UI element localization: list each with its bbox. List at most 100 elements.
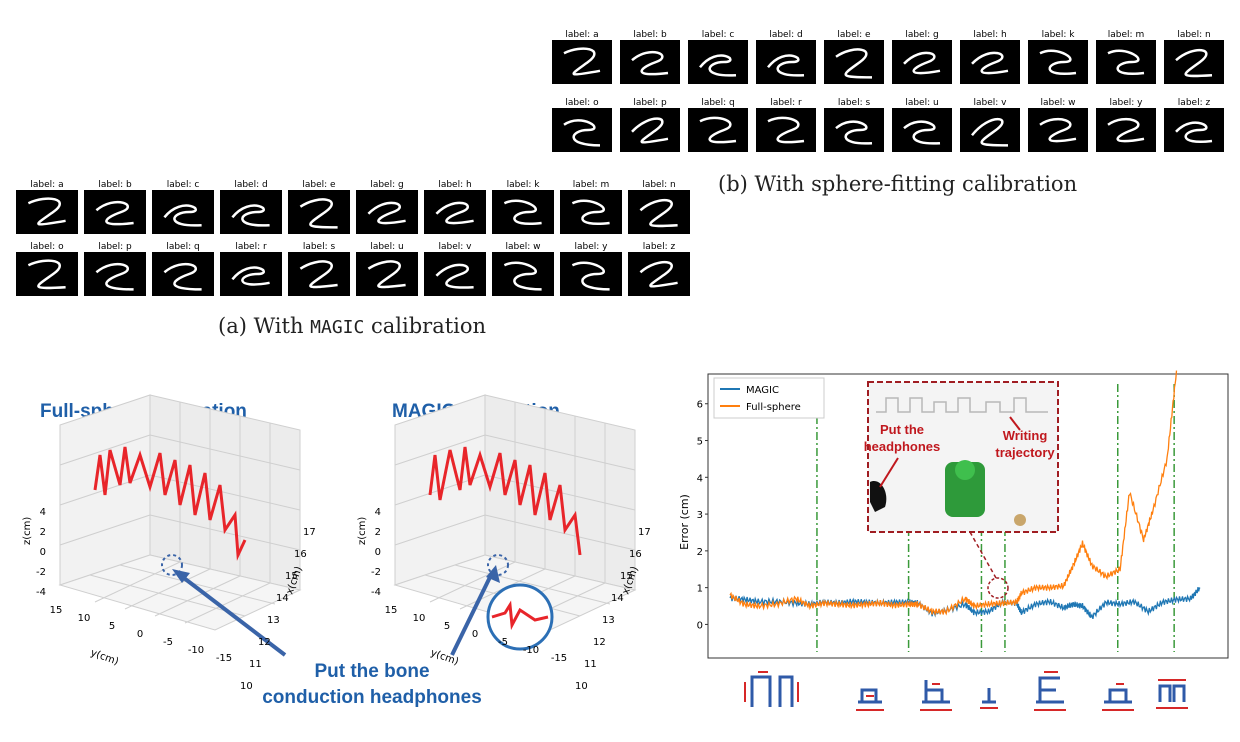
panel-a-r1-tile-image <box>628 190 690 234</box>
panel-b-r2-tile-9: label: z <box>1164 98 1224 152</box>
panel-b-r2-tile-image <box>688 108 748 152</box>
panel-a-r1-tile-label: label: k <box>506 180 540 190</box>
panel-b-r1-tile-image <box>688 40 748 84</box>
panel-b-r2-tile-2: label: q <box>688 98 748 152</box>
y-tick-label: 15 <box>385 605 398 616</box>
panel-a-grid: label: a label: b label: c label: d label: e… <box>16 180 696 310</box>
panel-b-r2-tile-stroke <box>699 116 737 144</box>
panel-b-r1-tile-8: label: m <box>1096 30 1156 84</box>
panel-a-r2-tile-image <box>152 252 214 296</box>
panel-a-r2-tile-image <box>356 252 418 296</box>
panel-a-r1-tile-9: label: n <box>628 180 690 234</box>
panel-a-r1-tile-image <box>492 190 554 234</box>
panel-b-r2-tile-image <box>892 108 952 152</box>
panel-b-r2-tile-label: label: p <box>633 98 667 108</box>
panel-a-r1-tile-image <box>220 190 282 234</box>
panel-b-r1-tile-label: label: e <box>837 30 871 40</box>
panel-b-r2-tile-stroke <box>971 117 1009 147</box>
panel-a-r2-tile-label: label: q <box>166 242 200 252</box>
panel-a-r2-tile-stroke <box>163 262 202 291</box>
panel-a-r1-tile-label: label: c <box>166 180 200 190</box>
panel-b-r1-tile-stroke <box>563 47 601 76</box>
panel-b-r2-tile-5: label: u <box>892 98 952 152</box>
panel-a-r2-tile-label: label: w <box>505 242 541 252</box>
panel-b-r2-tile-8: label: y <box>1096 98 1156 152</box>
panel-a-r1-tile-image <box>288 190 350 234</box>
panel-b-r1-tile-label: label: d <box>769 30 803 40</box>
inset-robot-top <box>955 460 975 480</box>
panel-b-r1-tile-label: label: a <box>565 30 599 40</box>
plot3d-left-marker-circle <box>161 554 183 576</box>
plot3d-left: Full-sphere Calibration z(cm) y(cm) x(cm… <box>22 394 316 692</box>
plot3d-left-trajectory <box>93 446 247 561</box>
error-chart-ytick-label: 4 <box>697 473 703 484</box>
panel-b-r1-tile-6: label: h <box>960 30 1020 84</box>
panel-b-r1-tile-stroke <box>767 54 805 77</box>
panel-a-r1-tile-label: label: d <box>234 180 268 190</box>
panel-b-r2-tile-label: label: o <box>565 98 599 108</box>
error-chart-ytick-label: 1 <box>697 584 703 595</box>
panel-b-r1-tile-image <box>552 40 612 84</box>
plot3d-left-ylabel: y(cm) <box>89 647 120 667</box>
panel-b-r2-tile-label: label: r <box>770 98 802 108</box>
error-chart: Error (cm) 0 1 2 3 4 5 6 MAGIC Full-sphere Put… <box>678 370 1229 711</box>
panel-a-r2-tile-7: label: w <box>492 242 554 296</box>
inset-arrow2 <box>1009 416 1021 431</box>
plot3d-annotation-line1: Put the bone <box>314 661 429 682</box>
x-tick-label: 15 <box>620 571 633 582</box>
error-chart-series <box>729 370 1201 620</box>
panel-b-r2-tile-label: label: z <box>1177 98 1211 108</box>
panel-b-r1-tile-image <box>824 40 884 84</box>
panel-a-r2-tile-label: label: v <box>438 242 472 252</box>
panel-a-r2-tile-3: label: r <box>220 242 282 296</box>
plot3d-left-arrowhead <box>172 569 190 583</box>
panel-a-r1-tile-stroke <box>27 197 66 226</box>
plot3d-right-yticks: 15 10 5 0 -5 -10 -15 <box>385 605 568 664</box>
panel-a-r1-tile-stroke <box>95 200 134 226</box>
panel-a-r2-tile-label: label: p <box>98 242 132 252</box>
panel-b-r1-tile-stroke <box>971 51 1009 75</box>
x-tick-label: 11 <box>249 659 262 670</box>
panel-b-caption: (b) With sphere-fitting calibration <box>718 172 1078 196</box>
panel-a-r2-tile-stroke <box>435 263 474 289</box>
panel-a-r2-tile-5: label: u <box>356 242 418 296</box>
y-tick-label: -5 <box>163 637 173 648</box>
panel-a-r2-tile-image <box>560 252 622 296</box>
panel-b-r1-tile-2: label: c <box>688 30 748 84</box>
panel-a-r1-tile-stroke <box>299 198 338 229</box>
panel-b-r2-tile-image <box>1028 108 1088 152</box>
panel-b-r1-tile-image <box>892 40 952 84</box>
panel-b-r1-tile-7: label: k <box>1028 30 1088 84</box>
panel-a-r1-tile-6: label: h <box>424 180 486 234</box>
y-tick-label: -15 <box>216 653 232 664</box>
panel-a-r1-tile-label: label: b <box>98 180 132 190</box>
panel-a-r2-tile-stroke <box>639 260 678 288</box>
x-tick-label: 15 <box>285 571 298 582</box>
inset-label1-line2: headphones <box>864 439 941 454</box>
panel-a-r2-tile-2: label: q <box>152 242 214 296</box>
z-tick-label: 0 <box>375 547 381 558</box>
z-tick-label: -4 <box>36 587 46 598</box>
panel-b-r1-tile-1: label: b <box>620 30 680 84</box>
z-tick-label: -2 <box>371 567 381 578</box>
panel-a-r1-tile-image <box>152 190 214 234</box>
x-tick-label: 17 <box>638 527 651 538</box>
panel-b-r1-tile-stroke <box>835 48 873 79</box>
panel-a-r2-tile-8: label: y <box>560 242 622 296</box>
panel-b-r2-tile-image <box>960 108 1020 152</box>
inset-chip <box>1014 514 1026 526</box>
panel-b-r1-tile-9: label: n <box>1164 30 1224 84</box>
inset-writing-trajectory <box>876 397 1048 413</box>
panel-b-r2-tile-label: label: w <box>1040 98 1076 108</box>
panel-b-r1-tile-label: label: c <box>701 30 735 40</box>
panel-a-r1-tile-stroke <box>231 204 270 227</box>
plot3d-left-zlabel: z(cm) <box>22 517 33 545</box>
panel-b-r2-tile-image <box>824 108 884 152</box>
x-tick-label: 10 <box>575 681 588 692</box>
x-tick-label: 13 <box>267 615 280 626</box>
inset-headphones <box>870 481 887 512</box>
inset-label1-line1: Put the <box>880 422 924 437</box>
y-tick-label: -10 <box>188 645 204 656</box>
panel-b-r2-tile-stroke <box>1107 117 1145 143</box>
error-chart-series-full-sphere <box>729 370 1178 617</box>
